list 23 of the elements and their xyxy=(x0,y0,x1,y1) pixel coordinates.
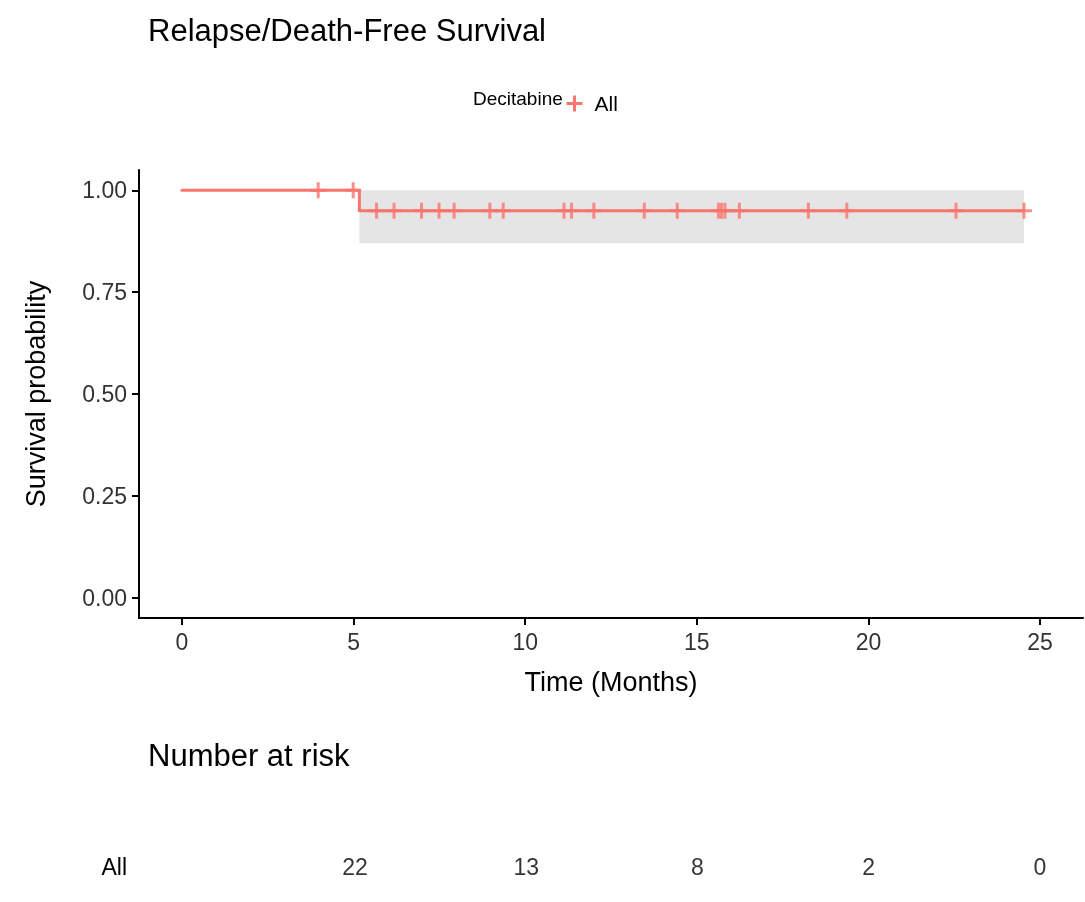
legend-title: Decitabine xyxy=(473,88,563,109)
data-label: 0 xyxy=(1033,854,1047,880)
chart-title: Relapse/Death-Free Survival xyxy=(148,13,547,48)
x-tick-label: 20 xyxy=(855,628,882,655)
x-tick-label: 15 xyxy=(684,628,710,655)
x-tick-label: 10 xyxy=(512,628,538,655)
legend-label: All xyxy=(594,92,618,115)
y-tick-label: 0.00 xyxy=(82,584,127,611)
x-tick-label: 25 xyxy=(1027,628,1053,655)
x-axis-title: Time (Months) xyxy=(524,666,698,697)
data-label: 22 xyxy=(342,854,368,880)
y-tick-label: 0.50 xyxy=(82,381,127,407)
y-axis-title: Survival probability xyxy=(20,280,51,508)
text: Number at risk xyxy=(148,738,351,773)
y-tick-label: 0.75 xyxy=(82,279,127,306)
y-tick-label: 1.00 xyxy=(82,177,127,204)
x-tick-label: 5 xyxy=(347,628,360,655)
data-label: 13 xyxy=(513,854,540,880)
x-tick-label: 0 xyxy=(175,628,189,655)
text: All xyxy=(101,854,127,880)
data-label: 2 xyxy=(862,854,876,880)
data-label: 8 xyxy=(691,854,704,880)
y-tick-label: 0.25 xyxy=(82,482,127,509)
